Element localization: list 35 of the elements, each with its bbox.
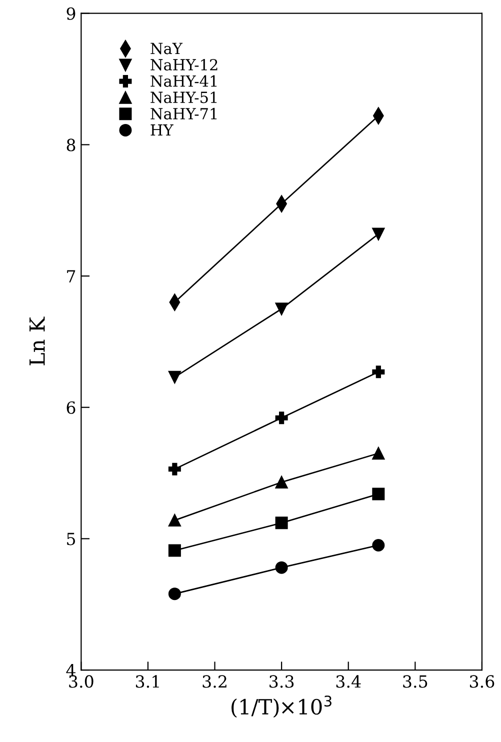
y-tick-label: 6 <box>66 401 76 414</box>
legend-label: NaHY-41 <box>150 75 217 87</box>
y-tick-label: 8 <box>66 138 76 152</box>
x-tick-label: 3.1 <box>136 675 159 688</box>
point <box>168 588 181 600</box>
legend-label: NaHY-51 <box>150 92 217 104</box>
point <box>372 366 385 378</box>
point <box>168 544 181 557</box>
point <box>168 370 181 384</box>
x-tick-label: 3.2 <box>202 675 226 688</box>
legend-label: NaY <box>150 42 183 54</box>
y-tick-label: 9 <box>66 7 76 20</box>
point <box>275 516 288 530</box>
point <box>372 488 385 500</box>
point <box>372 539 385 552</box>
legend-label: NaHY-12 <box>150 58 218 71</box>
point <box>275 561 288 574</box>
point <box>168 462 181 476</box>
point <box>275 302 288 316</box>
x-tick-label: 3.0 <box>69 675 94 688</box>
point <box>372 228 385 240</box>
point <box>372 447 385 460</box>
point <box>275 476 288 488</box>
x-tick-label: 3.4 <box>336 675 361 688</box>
x-tick-label: 3.6 <box>470 675 494 688</box>
legend-label: NaHY-71 <box>150 108 217 120</box>
y-tick-label: 7 <box>67 270 76 282</box>
point <box>168 514 181 527</box>
x-tick-label: 3.5 <box>403 675 428 688</box>
point <box>275 412 288 424</box>
y-axis-title: Ln K <box>30 316 45 366</box>
x-axis-title: (1/T)×10$^{3}$ <box>232 696 332 718</box>
legend-label: HY <box>150 124 174 136</box>
x-tick-label: 3.3 <box>270 675 294 688</box>
y-tick-label: 5 <box>67 532 76 546</box>
